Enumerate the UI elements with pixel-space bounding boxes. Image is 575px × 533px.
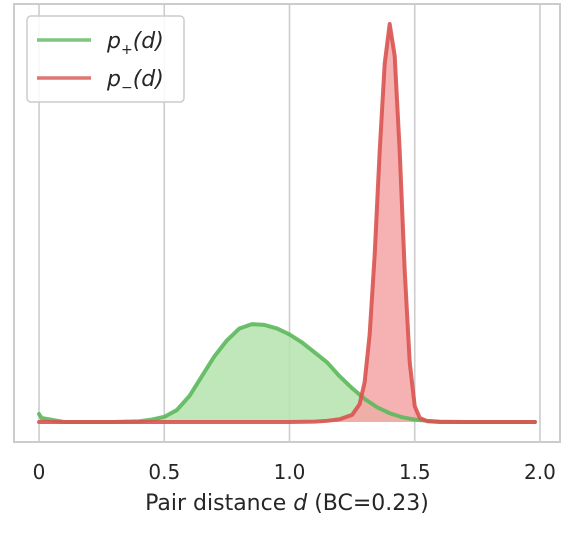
- legend: p+(d)p−(d): [26, 15, 185, 103]
- legend-label-p_plus: p+(d): [106, 29, 164, 58]
- line-p_plus: [37, 322, 537, 424]
- x-tick-label-1: 0.5: [148, 460, 180, 484]
- legend-label-p_minus: p−(d): [106, 67, 164, 96]
- legend-label-sub: +: [121, 42, 133, 58]
- legend-label-base: p: [106, 67, 121, 92]
- legend-label-sub: −: [121, 80, 133, 96]
- x-tick-label-4: 2.0: [524, 460, 556, 484]
- plot-frame: [13, 3, 561, 443]
- x-axis-label: Pair distance d (BC=0.23): [145, 491, 429, 516]
- x-tick-label-2: 1.0: [274, 460, 306, 484]
- x-axis-label-var: d: [293, 491, 308, 516]
- x-tick-labels: 0 0.5 1.0 1.5 2.0: [33, 460, 556, 484]
- x-axis-label-prefix: Pair distance: [145, 491, 293, 516]
- legend-label-base: p: [106, 29, 121, 54]
- series-areas: [39, 24, 535, 422]
- legend-label-tail: (d): [133, 29, 164, 54]
- area-p_plus: [39, 324, 535, 422]
- x-tick-label-3: 1.5: [399, 460, 431, 484]
- legend-label-tail: (d): [133, 67, 164, 92]
- legend-box: [26, 15, 185, 103]
- series-lines: [37, 22, 537, 424]
- x-axis-label-suffix: (BC=0.23): [307, 491, 429, 516]
- x-tick-label-0: 0: [33, 460, 46, 484]
- line-p_minus: [37, 22, 537, 424]
